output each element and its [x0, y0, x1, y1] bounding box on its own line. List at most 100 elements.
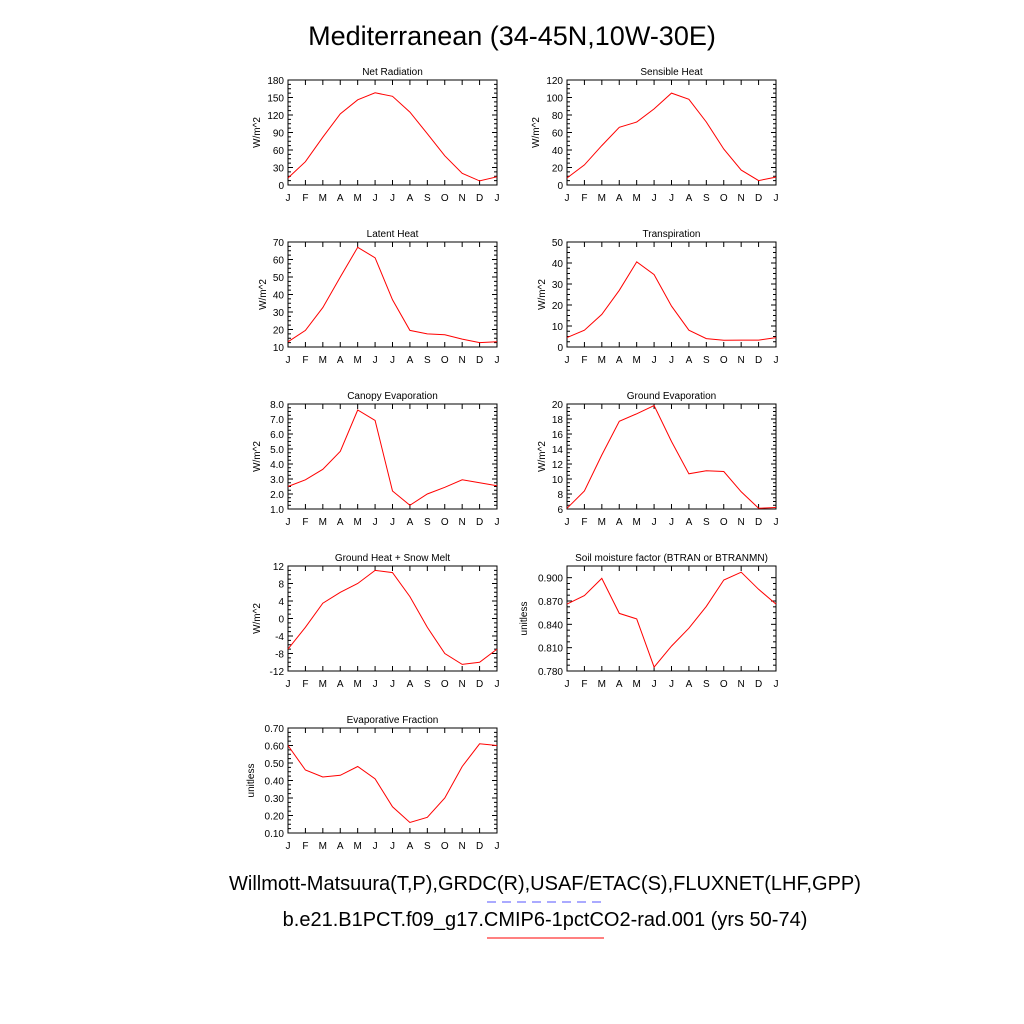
x-tick-label: A [407, 679, 414, 690]
panel-title: Soil moisture factor (BTRAN or BTRANMN) [575, 553, 768, 564]
x-tick-label: F [302, 355, 308, 366]
series-line [287, 743, 498, 824]
x-tick-label: O [441, 355, 449, 366]
x-tick-label: N [459, 841, 466, 852]
y-tick-label: 10 [552, 475, 564, 486]
x-tick-label: N [738, 517, 745, 528]
y-tick-label: 6.0 [270, 430, 284, 441]
x-tick-label: A [337, 355, 344, 366]
chart-panel-7: Soil moisture factor (BTRAN or BTRANMN) J… [519, 553, 779, 690]
x-tick-label: D [755, 193, 762, 204]
y-axis-label: W/m^2 [252, 603, 263, 634]
x-tick-label: D [755, 679, 762, 690]
x-tick-label: A [337, 841, 344, 852]
x-tick-label: O [720, 193, 728, 204]
x-tick-label: M [319, 517, 327, 528]
x-tick-label: D [755, 355, 762, 366]
y-tick-label: 0.900 [538, 574, 563, 585]
y-tick-label: 1.0 [270, 505, 284, 516]
y-tick-label: 30 [552, 280, 564, 291]
x-tick-label: M [319, 193, 327, 204]
y-tick-label: 12 [552, 460, 564, 471]
y-tick-label: 8 [557, 490, 563, 501]
series-line [287, 409, 498, 506]
x-tick-label: F [581, 679, 587, 690]
y-axis-label: W/m^2 [537, 279, 548, 310]
x-tick-label: J [373, 679, 378, 690]
x-tick-label: A [616, 679, 623, 690]
series-line [287, 569, 498, 665]
y-axis-label: W/m^2 [258, 279, 269, 310]
x-tick-label: D [476, 193, 483, 204]
figure-title: Mediterranean (34-45N,10W-30E) [308, 21, 716, 51]
x-tick-label: M [598, 193, 606, 204]
x-tick-label: J [652, 679, 657, 690]
x-tick-label: N [738, 355, 745, 366]
y-tick-label: 0.40 [265, 777, 285, 788]
x-tick-label: J [652, 193, 657, 204]
x-tick-label: O [441, 841, 449, 852]
x-tick-label: A [337, 679, 344, 690]
x-tick-label: A [616, 517, 623, 528]
x-tick-label: M [353, 517, 361, 528]
x-tick-label: N [738, 679, 745, 690]
y-tick-label: -4 [275, 632, 284, 643]
panel-title: Latent Heat [367, 229, 419, 240]
x-tick-label: J [373, 355, 378, 366]
x-tick-label: F [302, 841, 308, 852]
x-tick-label: J [669, 193, 674, 204]
x-tick-label: M [319, 841, 327, 852]
series-line [566, 571, 777, 669]
plot-frame [566, 79, 777, 186]
x-tick-label: A [337, 517, 344, 528]
y-tick-label: 150 [267, 94, 284, 105]
y-axis-label: W/m^2 [252, 441, 263, 472]
x-tick-label: J [390, 193, 395, 204]
y-tick-label: 20 [552, 164, 564, 175]
panel-title: Transpiration [643, 229, 701, 240]
y-tick-label: 0 [557, 181, 563, 192]
x-tick-label: S [703, 193, 710, 204]
x-tick-label: A [407, 517, 414, 528]
y-axis-label: W/m^2 [252, 117, 263, 148]
x-tick-label: J [286, 193, 291, 204]
series-line [566, 92, 777, 182]
x-tick-label: J [669, 517, 674, 528]
y-tick-label: 10 [273, 343, 285, 354]
panel-title: Net Radiation [362, 67, 423, 78]
y-tick-label: 80 [552, 111, 564, 122]
y-tick-label: 100 [546, 94, 563, 105]
x-tick-label: S [424, 355, 431, 366]
x-tick-label: M [598, 679, 606, 690]
x-tick-label: J [669, 355, 674, 366]
y-axis-label: unitless [246, 764, 257, 798]
x-tick-label: J [286, 355, 291, 366]
x-tick-label: F [581, 517, 587, 528]
x-tick-label: S [424, 679, 431, 690]
series-line [287, 92, 498, 182]
x-tick-label: D [476, 679, 483, 690]
y-axis-label: W/m^2 [531, 117, 542, 148]
y-tick-label: 0.50 [265, 759, 285, 770]
y-tick-label: 60 [552, 129, 564, 140]
x-tick-label: J [373, 517, 378, 528]
y-tick-label: 50 [273, 273, 285, 284]
x-tick-label: F [581, 193, 587, 204]
y-tick-label: 120 [546, 76, 563, 87]
x-tick-label: J [495, 679, 500, 690]
legend-obs-label: Willmott-Matsuura(T,P),GRDC(R),USAF/ETAC… [229, 873, 861, 895]
y-tick-label: 0.810 [538, 644, 563, 655]
x-tick-label: M [632, 193, 640, 204]
x-tick-label: J [652, 355, 657, 366]
x-tick-label: J [390, 841, 395, 852]
y-tick-label: 20 [273, 326, 285, 337]
y-tick-label: 18 [552, 415, 564, 426]
x-tick-label: J [390, 517, 395, 528]
x-tick-label: J [286, 841, 291, 852]
x-tick-label: N [459, 355, 466, 366]
y-tick-label: 5.0 [270, 445, 284, 456]
